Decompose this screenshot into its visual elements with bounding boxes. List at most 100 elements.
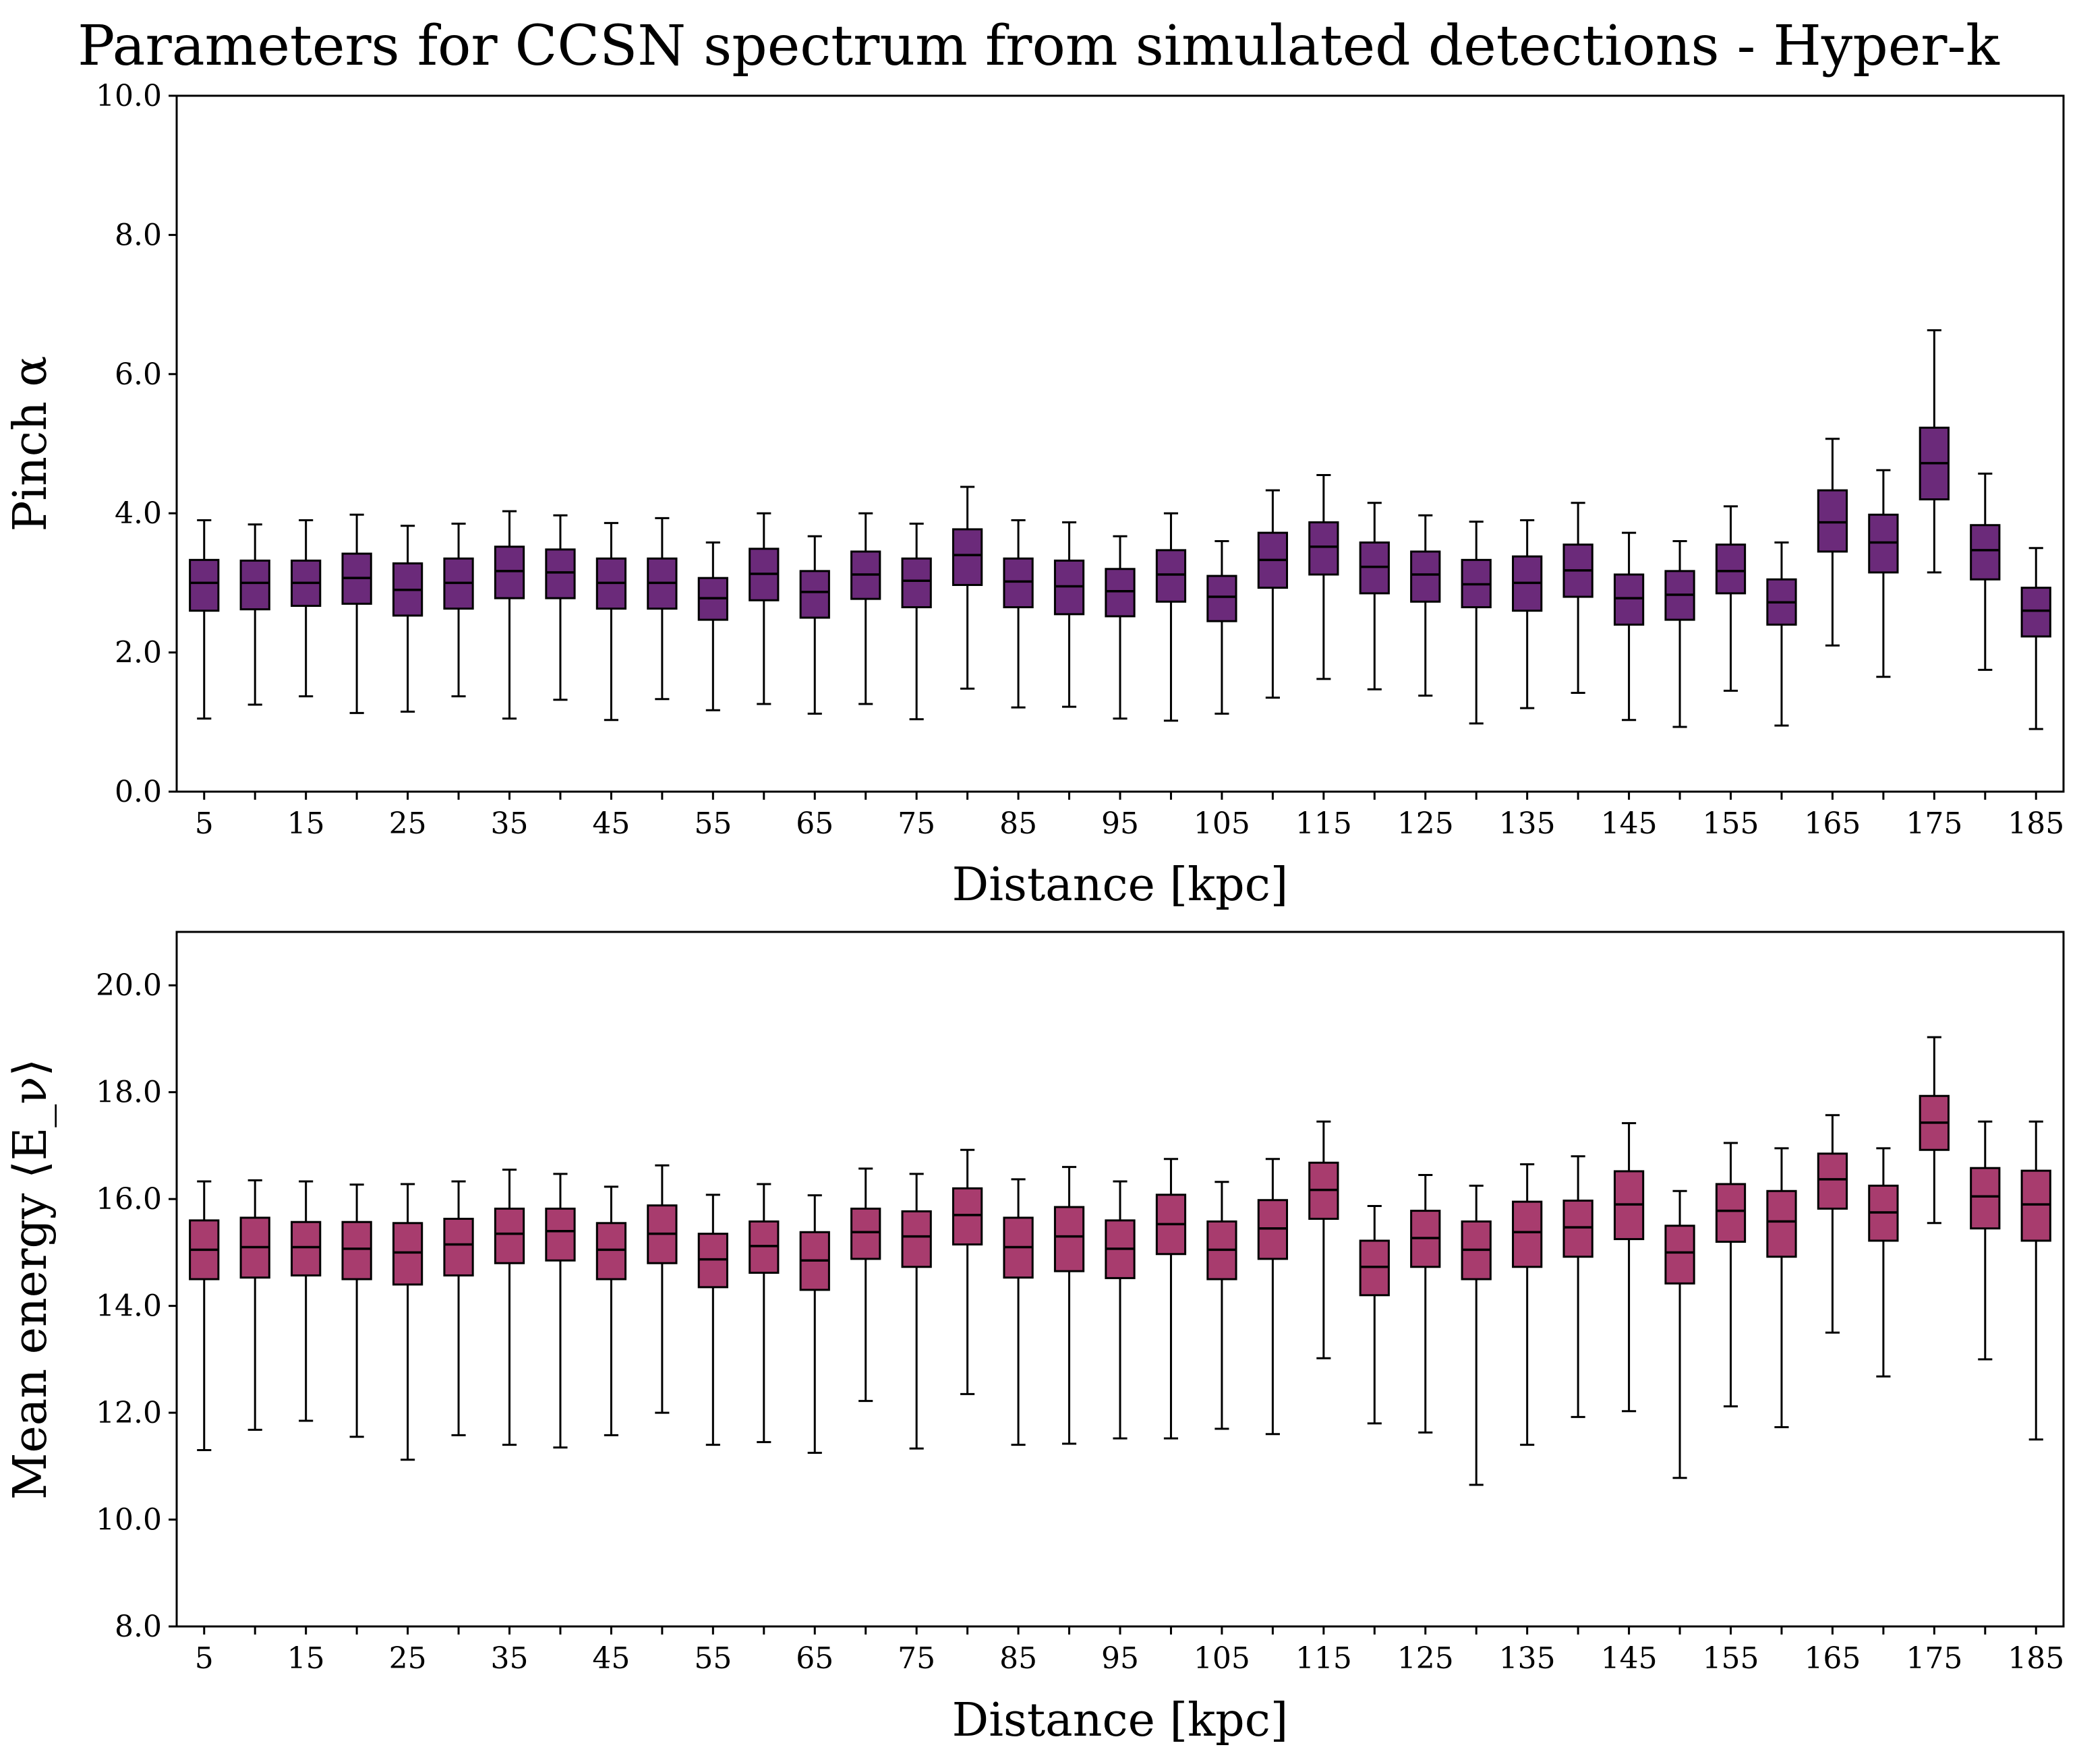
box-170-kpc <box>1868 469 1899 678</box>
box-125-kpc <box>1410 1174 1441 1434</box>
x-tick-label: 35 <box>490 806 528 841</box>
box-20-kpc <box>341 1183 372 1438</box>
x-tick-label: 25 <box>389 1641 427 1676</box>
y-axis-label: Pinch α <box>4 356 57 532</box>
box-50-kpc <box>647 517 678 701</box>
box-25-kpc <box>392 1183 423 1461</box>
x-tick-label: 65 <box>796 1641 833 1676</box>
iqr-box <box>1970 1167 2001 1230</box>
box-175-kpc <box>1919 329 1950 574</box>
box-60-kpc <box>749 512 780 705</box>
box-85-kpc <box>1003 519 1034 709</box>
iqr-box <box>1053 1206 1085 1272</box>
x-tick-label: 65 <box>796 806 833 841</box>
y-tick-label: 0.0 <box>115 775 162 809</box>
y-tick-label: 12.0 <box>96 1396 162 1430</box>
x-tick-label: 185 <box>2008 1641 2064 1676</box>
box-140-kpc <box>1562 1155 1593 1418</box>
iqr-box <box>392 1222 423 1286</box>
box-100-kpc <box>1155 1158 1187 1440</box>
x-tick-label: 145 <box>1601 1641 1658 1676</box>
iqr-box <box>952 528 983 586</box>
chart-title: Parameters for CCSN spectrum from simula… <box>78 14 2000 78</box>
x-tick-label: 155 <box>1703 1641 1759 1676</box>
iqr-box <box>1817 1152 1848 1210</box>
box-120-kpc <box>1359 502 1390 690</box>
box-45-kpc <box>595 1185 627 1436</box>
box-90-kpc <box>1053 521 1085 708</box>
iqr-box <box>2020 587 2051 638</box>
box-30-kpc <box>443 1180 474 1436</box>
box-145-kpc <box>1613 1122 1645 1413</box>
x-tick-label: 135 <box>1499 1641 1556 1676</box>
x-tick-label: 135 <box>1499 806 1556 841</box>
iqr-box <box>545 1207 576 1262</box>
x-tick-label: 25 <box>389 806 427 841</box>
box-35-kpc <box>494 1169 525 1446</box>
iqr-box <box>494 546 525 599</box>
box-150-kpc <box>1664 1189 1695 1479</box>
iqr-box <box>901 1210 932 1268</box>
x-tick-label: 15 <box>287 1641 325 1676</box>
x-tick-label: 125 <box>1397 806 1454 841</box>
iqr-box <box>1613 573 1645 626</box>
x-tick-label: 55 <box>694 806 732 841</box>
iqr-box <box>1206 575 1237 622</box>
axes-frame <box>175 931 2065 1628</box>
box-70-kpc <box>850 512 881 705</box>
x-tick-label: 105 <box>1194 806 1250 841</box>
box-130-kpc <box>1461 521 1492 725</box>
iqr-box <box>850 1207 881 1260</box>
iqr-box <box>1308 521 1339 576</box>
box-80-kpc <box>952 1148 983 1395</box>
x-tick-label: 165 <box>1804 1641 1861 1676</box>
box-130-kpc <box>1461 1184 1492 1486</box>
x-tick-label: 15 <box>287 806 325 841</box>
box-55-kpc <box>697 1194 728 1446</box>
box-70-kpc <box>850 1167 881 1403</box>
box-55-kpc <box>697 541 728 711</box>
x-axis-label: Distance [kpc] <box>952 858 1289 912</box>
box-85-kpc <box>1003 1178 1034 1446</box>
box-165-kpc <box>1817 1114 1848 1334</box>
x-tick-label: 115 <box>1295 1641 1352 1676</box>
y-tick-label: 4.0 <box>115 496 162 531</box>
y-tick-label: 16.0 <box>96 1182 162 1216</box>
box-175-kpc <box>1919 1036 1950 1225</box>
box-155-kpc <box>1715 1142 1747 1408</box>
box-5-kpc <box>189 1180 220 1452</box>
box-185-kpc <box>2020 1120 2051 1441</box>
iqr-box <box>239 559 270 611</box>
y-tick-label: 8.0 <box>115 1610 162 1644</box>
x-tick-label: 5 <box>195 806 214 841</box>
iqr-box <box>291 1221 322 1276</box>
box-105-kpc <box>1206 1181 1237 1430</box>
y-tick-label: 8.0 <box>115 218 162 252</box>
box-60-kpc <box>749 1183 780 1444</box>
box-135-kpc <box>1512 519 1543 709</box>
x-tick-label: 95 <box>1101 1641 1139 1676</box>
box-150-kpc <box>1664 539 1695 728</box>
x-tick-label: 75 <box>898 806 935 841</box>
box-95-kpc <box>1105 1180 1136 1440</box>
x-tick-label: 115 <box>1295 806 1352 841</box>
box-50-kpc <box>647 1164 678 1414</box>
box-5-kpc <box>189 519 220 720</box>
box-110-kpc <box>1257 489 1289 699</box>
iqr-box <box>1715 543 1747 595</box>
box-155-kpc <box>1715 505 1747 692</box>
iqr-box <box>1410 550 1441 603</box>
y-tick-label: 14.0 <box>96 1289 162 1324</box>
box-90-kpc <box>1053 1166 1085 1445</box>
iqr-box <box>1003 557 1034 609</box>
box-25-kpc <box>392 525 423 713</box>
box-20-kpc <box>341 513 372 714</box>
iqr-box <box>595 1222 627 1281</box>
iqr-box <box>1970 524 2001 581</box>
iqr-box <box>494 1207 525 1264</box>
x-tick-label: 175 <box>1906 806 1962 841</box>
box-170-kpc <box>1868 1147 1899 1378</box>
iqr-box <box>189 558 220 612</box>
box-145-kpc <box>1613 531 1645 722</box>
iqr-box <box>545 548 576 599</box>
